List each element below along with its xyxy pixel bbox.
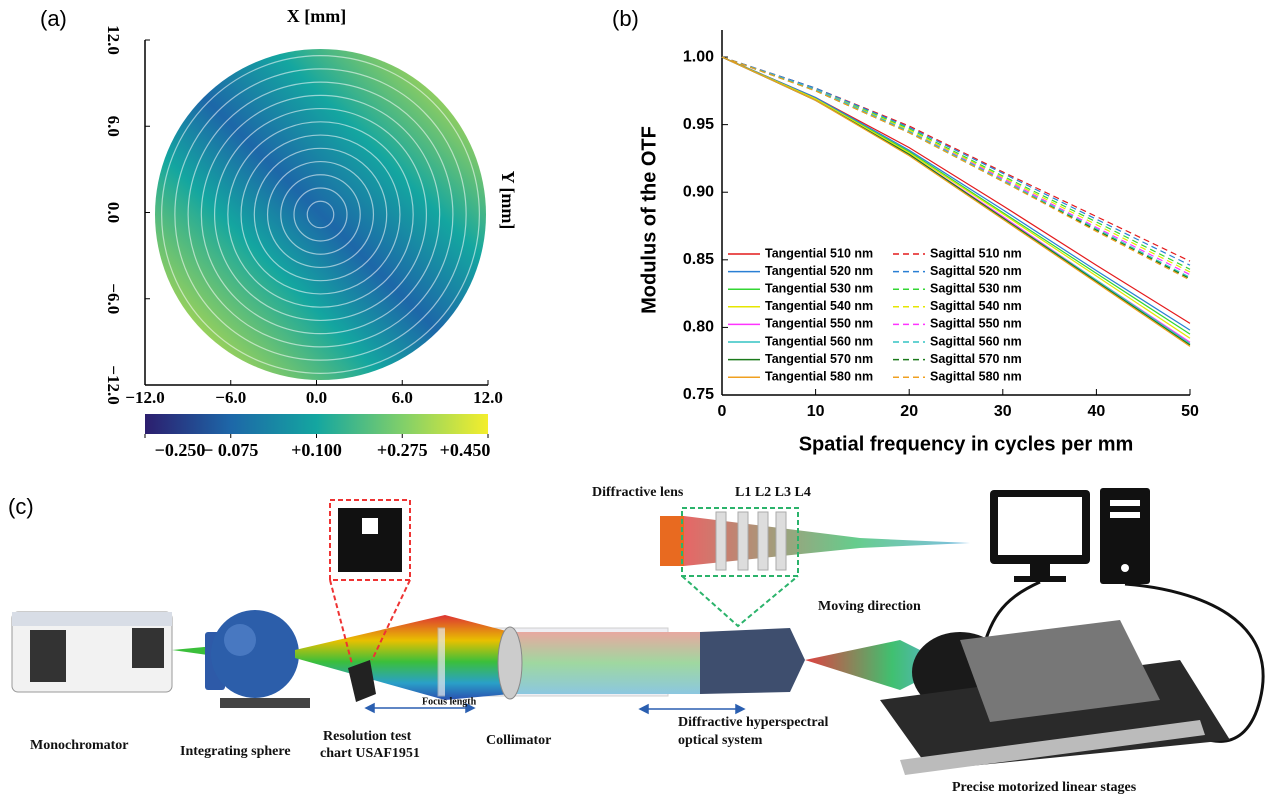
x-tick-label: 40 xyxy=(1088,403,1106,420)
figure: (c) Diffractive lens L1 L2 L3 L4 Moving … xyxy=(0,0,1288,796)
label: Diffractive lens xyxy=(592,485,684,500)
legend-label: Sagittal 520 nm xyxy=(930,264,1022,278)
monitor-screen xyxy=(998,497,1082,555)
colorbar-tick-label: +0.275 xyxy=(377,440,428,460)
colorbar-tick-label: +0.100 xyxy=(291,440,342,460)
label: Focus length xyxy=(422,696,477,707)
panel-label: (b) xyxy=(612,6,639,31)
label: Monochromator xyxy=(30,738,129,753)
collimated-beam xyxy=(510,632,700,694)
legend-label: Tangential 530 nm xyxy=(765,281,873,295)
sphere-highlight xyxy=(224,624,256,656)
y-axis-label: Y [mm] xyxy=(498,171,518,230)
legend-label: Tangential 540 nm xyxy=(765,299,873,313)
monochromator-port xyxy=(30,630,66,682)
monochromator-top xyxy=(12,612,172,626)
label: Precise motorized linear stages xyxy=(952,780,1137,795)
legend-label: Sagittal 570 nm xyxy=(930,352,1022,366)
colorbar-tick-label: − 0.075 xyxy=(203,440,258,460)
legend-label: Sagittal 510 nm xyxy=(930,246,1022,260)
x-tick-label: 10 xyxy=(807,403,825,420)
x-tick-label: 0 xyxy=(718,403,727,420)
zoom-line xyxy=(682,576,798,626)
colorbar-tick-label: +0.450 xyxy=(440,440,491,460)
drive-bay xyxy=(1110,512,1140,518)
x-tick-label: 12.0 xyxy=(473,388,503,407)
monitor-base xyxy=(1014,576,1066,582)
diffractive-lens xyxy=(660,516,684,566)
drive-bay xyxy=(1110,500,1140,506)
x-tick-label: 0.0 xyxy=(306,388,327,407)
setup-drawing xyxy=(12,488,1263,775)
y-tick-label: 1.00 xyxy=(683,48,714,65)
legend-label: Sagittal 560 nm xyxy=(930,334,1022,348)
label: chart USAF1951 xyxy=(320,746,420,761)
label: optical system xyxy=(678,733,763,748)
usaf-chart xyxy=(338,508,402,572)
label: Integrating sphere xyxy=(180,744,291,759)
integrating-sphere xyxy=(211,610,299,698)
label: Resolution test xyxy=(323,729,412,744)
panel-label: (c) xyxy=(8,494,34,519)
legend-label: Sagittal 540 nm xyxy=(930,299,1022,313)
y-tick-label: 12.0 xyxy=(104,25,123,55)
y-tick-label: −6.0 xyxy=(104,283,123,314)
legend-label: Tangential 550 nm xyxy=(765,317,873,331)
y-tick-label: −12.0 xyxy=(104,365,123,404)
label: Diffractive hyperspectral xyxy=(678,715,829,730)
y-axis-label: Modulus of the OTF xyxy=(638,126,660,314)
usaf-square xyxy=(362,518,378,534)
monitor-neck xyxy=(1030,564,1050,576)
y-tick-label: 0.85 xyxy=(683,251,714,268)
panel-label: (a) xyxy=(40,6,67,31)
x-axis-label: Spatial frequency in cycles per mm xyxy=(799,433,1134,455)
y-tick-label: 6.0 xyxy=(104,116,123,137)
y-tick-label: 0.80 xyxy=(683,319,714,336)
legend-label: Tangential 510 nm xyxy=(765,246,873,260)
collimator-lens xyxy=(498,627,522,699)
x-tick-label: 20 xyxy=(900,403,918,420)
y-tick-label: 0.0 xyxy=(104,202,123,223)
legend-label: Tangential 560 nm xyxy=(765,334,873,348)
x-tick-label: −6.0 xyxy=(215,388,246,407)
legend-label: Tangential 580 nm xyxy=(765,369,873,383)
legend-label: Sagittal 530 nm xyxy=(930,281,1022,295)
y-tick-label: 0.75 xyxy=(683,386,714,403)
optical-system xyxy=(700,628,805,694)
monochromator-port xyxy=(132,628,164,668)
x-tick-label: −12.0 xyxy=(125,388,164,407)
x-tick-label: 30 xyxy=(994,403,1012,420)
x-tick-label: 6.0 xyxy=(392,388,413,407)
label: Moving direction xyxy=(818,599,921,614)
colorbar-tick-label: −0.250 xyxy=(155,440,206,460)
page: {"chart_data": [ {"type": "colormap", "p… xyxy=(0,0,1288,796)
x-tick-label: 50 xyxy=(1181,403,1199,420)
legend-label: Sagittal 550 nm xyxy=(930,317,1022,331)
label: Collimator xyxy=(486,733,551,748)
power-button xyxy=(1121,564,1129,572)
legend-label: Sagittal 580 nm xyxy=(930,369,1022,383)
colorbar xyxy=(145,414,488,434)
legend-label: Tangential 520 nm xyxy=(765,264,873,278)
label: L1 L2 L3 L4 xyxy=(735,485,811,500)
sphere-base xyxy=(220,698,310,708)
y-tick-label: 0.95 xyxy=(683,116,714,133)
phase-map xyxy=(155,49,486,380)
x-axis-label: X [mm] xyxy=(287,6,346,26)
legend-label: Tangential 570 nm xyxy=(765,352,873,366)
y-tick-label: 0.90 xyxy=(683,183,714,200)
beam xyxy=(684,516,970,566)
